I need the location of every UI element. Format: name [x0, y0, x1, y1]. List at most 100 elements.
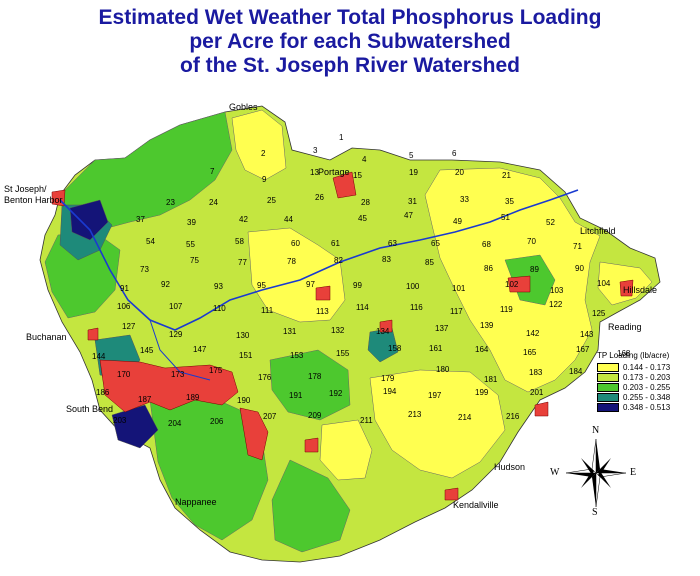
- city-hillsdale: Hillsdale: [623, 285, 657, 295]
- subwatershed-number: 143: [580, 330, 594, 339]
- subwatershed-number: 191: [289, 391, 303, 400]
- legend-item: 0.144 - 0.173: [597, 362, 687, 372]
- compass-e: E: [630, 467, 637, 478]
- subwatershed-number: 31: [408, 197, 417, 206]
- subwatershed-number: 21: [502, 171, 511, 180]
- legend-label: 0.255 - 0.348: [623, 392, 671, 402]
- subwatershed-number: 184: [569, 367, 583, 376]
- legend-item: 0.173 - 0.203: [597, 372, 687, 382]
- city-labels: Gobles Portage St Joseph/ Benton Harbor …: [4, 102, 657, 510]
- subwatershed-number: 58: [235, 237, 244, 246]
- subwatershed-number: 93: [214, 282, 223, 291]
- subwatershed-number: 1: [339, 133, 344, 142]
- compass-w: W: [550, 467, 560, 478]
- urban-areas: [51, 171, 634, 501]
- subwatershed-number: 170: [117, 370, 131, 379]
- subwatershed-number: 82: [334, 256, 343, 265]
- city-litchfield: Litchfield: [580, 226, 616, 236]
- zone-low-south: [369, 369, 506, 479]
- legend-label: 0.348 - 0.513: [623, 402, 671, 412]
- subwatershed-number: 216: [506, 412, 520, 421]
- city-portage: Portage: [318, 167, 350, 177]
- subwatershed-number: 206: [210, 417, 224, 426]
- urban-hillsdale: [619, 279, 634, 297]
- compass-rose: N S W E: [550, 425, 642, 520]
- zone-highest-southwest: [111, 404, 159, 449]
- subwatershed-number: 189: [186, 393, 200, 402]
- urban-three-rivers: [315, 285, 331, 301]
- map-title-line-3: of the St. Joseph River Watershed: [180, 54, 520, 77]
- subwatershed-number: 194: [383, 387, 397, 396]
- subwatershed-number: 144: [92, 352, 106, 361]
- subwatershed-number: 71: [573, 242, 582, 251]
- subwatershed-number: 122: [549, 300, 563, 309]
- subwatershed-number: 213: [408, 410, 422, 419]
- subwatershed-number: 51: [501, 213, 510, 222]
- subwatershed-number: 209: [308, 411, 322, 420]
- subwatershed-number: 192: [329, 389, 343, 398]
- subwatershed-number: 129: [169, 330, 183, 339]
- subwatershed-number: 176: [258, 373, 272, 382]
- map-title-line-1: Estimated Wet Weather Total Phosphorus L…: [98, 6, 602, 29]
- city-kendallville: Kendallville: [453, 500, 499, 510]
- urban-coldwater: [507, 275, 531, 293]
- subwatershed-number: 2: [261, 149, 266, 158]
- legend-label: 0.203 - 0.255: [623, 382, 671, 392]
- subwatershed-number: 168: [617, 349, 631, 358]
- subwatershed-number: 9: [262, 175, 267, 184]
- subwatershed-number: 199: [475, 388, 489, 397]
- subwatershed-number: 147: [193, 345, 207, 354]
- zone-mid-southwest: [149, 391, 269, 541]
- subwatershed-number: 91: [120, 284, 129, 293]
- subwatershed-number: 207: [263, 412, 277, 421]
- city-benton-harbor: Benton Harbor: [4, 195, 63, 205]
- subwatershed-number: 52: [546, 218, 555, 227]
- subwatershed-number: 180: [436, 365, 450, 374]
- subwatershed-number: 13: [310, 168, 319, 177]
- subwatershed-number: 130: [236, 331, 250, 340]
- subwatershed-number: 119: [500, 305, 513, 314]
- city-reading: Reading: [608, 322, 642, 332]
- subwatershed-number: 179: [381, 374, 395, 383]
- subwatershed-number: 204: [168, 419, 182, 428]
- subwatershed-number: 183: [529, 368, 543, 377]
- subwatershed-number: 75: [190, 256, 199, 265]
- subwatershed-number: 20: [455, 168, 464, 177]
- city-st-joseph: St Joseph/: [4, 184, 47, 194]
- subwatershed-number: 116: [410, 303, 423, 312]
- legend-swatch: [597, 402, 619, 412]
- subwatershed-number: 197: [428, 391, 442, 400]
- city-gobles: Gobles: [229, 102, 258, 112]
- compass-star-icon: [565, 438, 627, 508]
- legend-label: 0.144 - 0.173: [623, 362, 671, 372]
- subwatershed-number: 187: [138, 395, 152, 404]
- subwatershed-number: 49: [453, 217, 462, 226]
- subwatershed-number: 61: [331, 239, 340, 248]
- map-title: Estimated Wet Weather Total Phosphorus L…: [0, 6, 700, 78]
- subwatershed-number: 19: [409, 168, 418, 177]
- subwatershed-number: 107: [169, 302, 183, 311]
- subwatershed-number: 24: [209, 198, 218, 207]
- subwatershed-number: 44: [284, 215, 293, 224]
- subwatershed-number: 104: [597, 279, 611, 288]
- subwatershed-number: 211: [360, 416, 373, 425]
- subwatershed-number: 158: [388, 344, 402, 353]
- subwatershed-number: 201: [530, 388, 544, 397]
- subwatershed-number: 139: [480, 321, 494, 330]
- subwatershed-number: 37: [136, 215, 145, 224]
- zone-low-southwest: [319, 419, 373, 481]
- legend-item: 0.348 - 0.513: [597, 402, 687, 412]
- urban-hudson: [534, 401, 549, 417]
- subwatershed-number: 161: [429, 344, 443, 353]
- subwatershed-number: 55: [186, 240, 195, 249]
- subwatershed-number: 26: [315, 193, 324, 202]
- subwatershed-number: 45: [358, 214, 367, 223]
- subwatershed-number: 7: [210, 167, 215, 176]
- subwatershed-number: 165: [523, 348, 537, 357]
- subwatershed-number: 111: [261, 306, 274, 315]
- urban-elkhart: [239, 407, 269, 461]
- subwatershed-number: 23: [166, 198, 175, 207]
- urban-goshen: [304, 437, 319, 453]
